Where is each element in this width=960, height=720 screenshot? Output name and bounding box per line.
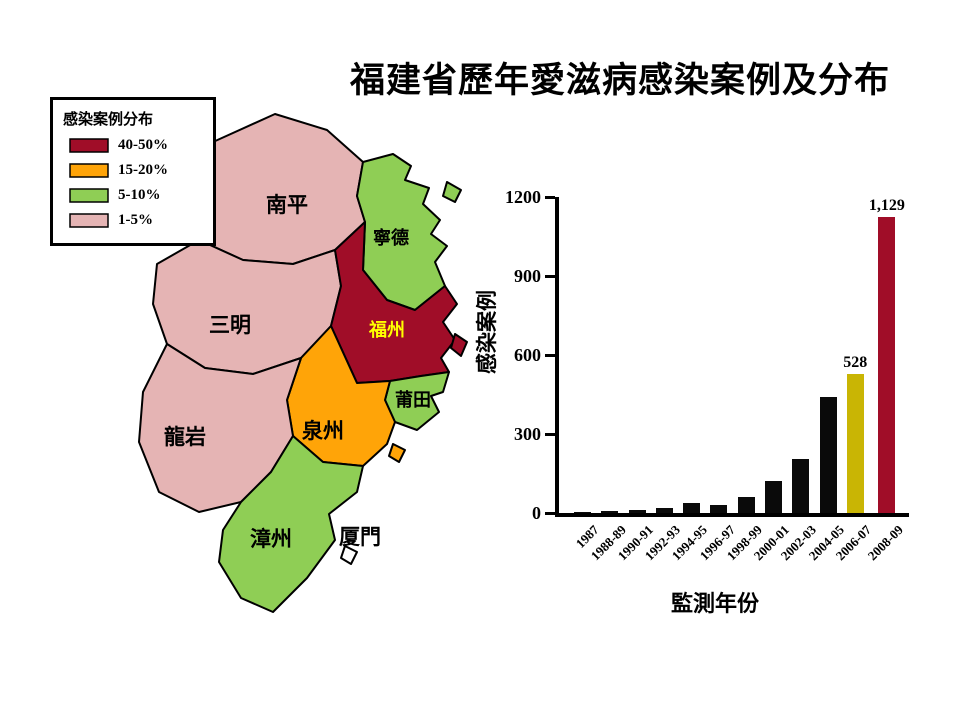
bar-value-label: 1,129 <box>868 197 905 214</box>
map-region-zhangzhou <box>218 435 364 613</box>
map-label-quanzhou: 泉州 <box>302 419 344 443</box>
bar-slot: 1990-91 <box>615 197 656 563</box>
bar-slot: 1992-93 <box>642 197 683 563</box>
y-tick-label: 0 <box>532 503 541 523</box>
y-tick-mark <box>545 511 555 515</box>
bar-slot: 1,129 2008-09 <box>864 197 905 563</box>
legend-swatch-1-5 <box>69 213 109 228</box>
y-tick-mark <box>545 353 555 357</box>
bar-slot: 1996-97 <box>696 197 738 563</box>
legend-item-1-5: 1-5% <box>63 212 203 229</box>
legend-item-5-10: 5-10% <box>63 187 203 204</box>
bar-slot: 2002-03 <box>778 197 819 563</box>
chart-plot: 0 300 600 900 1200 1987 1988-89 1990-91 1992-93… <box>505 187 909 563</box>
y-tick-label: 300 <box>514 424 541 444</box>
y-tick-label: 900 <box>514 266 541 286</box>
bar-1987 <box>574 512 592 513</box>
bar-slot: 2004-05 <box>805 197 847 563</box>
y-axis-title: 感染案例 <box>476 290 499 374</box>
bar-slot: 1994-95 <box>669 197 710 563</box>
coastal-island <box>388 443 406 463</box>
map-label-putian: 莆田 <box>395 390 431 411</box>
x-axis-title: 監測年份 <box>670 591 759 616</box>
bar-2002-03 <box>792 459 810 513</box>
bar-slot: 1998-99 <box>724 197 765 563</box>
legend-label: 5-10% <box>118 187 161 203</box>
legend-swatch-15-20 <box>69 163 109 178</box>
bar-slot: 2000-01 <box>751 197 792 563</box>
bar-2004-05 <box>819 397 837 513</box>
bar-1988-89 <box>601 511 619 513</box>
bar-1996-97 <box>710 505 728 513</box>
legend-label: 40-50% <box>118 137 168 153</box>
map-label-xiamen: 厦門 <box>339 525 381 549</box>
swatch-rect <box>69 213 109 228</box>
map-label-ningde: 寧德 <box>373 227 409 249</box>
legend-label: 15-20% <box>118 162 168 178</box>
legend-item-40-50: 40-50% <box>63 137 203 154</box>
coastal-island <box>442 181 462 203</box>
map-label-zhangzhou: 漳州 <box>250 527 292 551</box>
bar-slot: 1988-89 <box>587 197 629 563</box>
bar-1992-93 <box>655 508 673 513</box>
map-label-sanming: 三明 <box>209 313 251 337</box>
bar-2008-09 <box>878 217 896 513</box>
bars: 1987 1988-89 1990-91 1992-93 1994-95 1996-97 1… <box>559 197 909 563</box>
y-tick-mark <box>545 274 555 278</box>
y-tick-label: 600 <box>514 345 541 365</box>
bar-value-label: 528 <box>843 353 868 371</box>
bar-slot: 1987 <box>569 197 601 551</box>
fujian-map: 南平 寧德 三明 福州 莆田 泉州 龍岩 漳州 厦門 <box>138 113 468 613</box>
coastal-island <box>450 333 468 357</box>
bar-slot: 528 2006-07 <box>833 197 874 563</box>
y-tick-mark <box>545 195 555 199</box>
map-label-nanping: 南平 <box>266 193 308 217</box>
legend-item-15-20: 15-20% <box>63 162 203 179</box>
bar-2000-01 <box>764 481 782 513</box>
y-tick-mark <box>545 432 555 436</box>
swatch-rect <box>69 188 109 203</box>
bar-1998-99 <box>737 497 755 513</box>
page-title: 福建省歷年愛滋病感染案例及分布 <box>349 61 890 100</box>
legend-swatch-5-10 <box>69 188 109 203</box>
bar-1990-91 <box>628 510 646 513</box>
y-tick-label: 1200 <box>505 187 541 207</box>
legend-label: 1-5% <box>118 212 153 228</box>
swatch-rect <box>69 163 109 178</box>
bar-2006-07 <box>846 373 864 513</box>
legend-swatch-40-50 <box>69 138 109 153</box>
map-label-fuzhou: 福州 <box>368 319 405 341</box>
legend-title: 感染案例分布 <box>63 111 154 128</box>
map-legend: 感染案例分布 40-50% 15-20% 5-10% 1-5% <box>50 97 216 246</box>
coastal-island <box>340 545 358 565</box>
map-label-longyan: 龍岩 <box>164 425 206 449</box>
bar-1994-95 <box>683 503 701 513</box>
swatch-rect <box>69 138 109 153</box>
